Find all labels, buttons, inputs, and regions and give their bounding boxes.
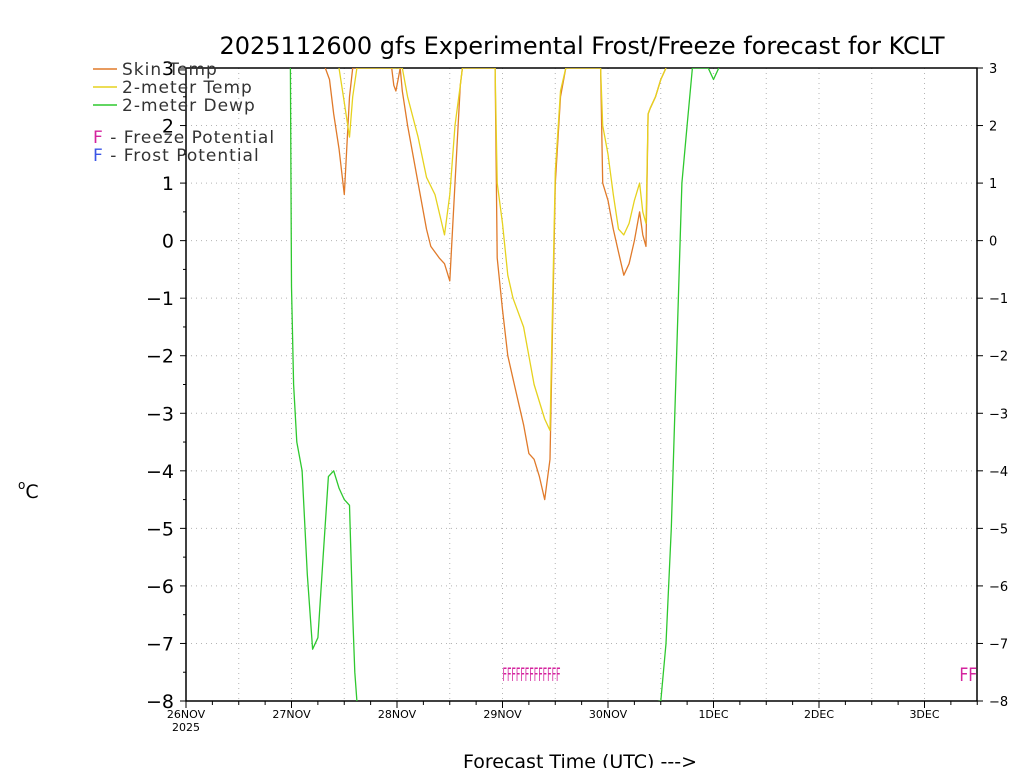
y-axis-label-unit: C bbox=[25, 481, 38, 503]
flag-legend-symbol: F bbox=[93, 128, 110, 148]
x-tick-label: 2DEC bbox=[804, 708, 834, 721]
y-tick-label-left: −3 bbox=[146, 403, 174, 425]
x-tick-label: 26NOV bbox=[167, 708, 206, 721]
y-tick-label-right: 3 bbox=[989, 62, 997, 77]
plot-frame bbox=[185, 67, 978, 702]
x-tick-label: 3DEC bbox=[909, 708, 939, 721]
y-tick-label-right: −1 bbox=[989, 292, 1008, 307]
flag-legend-entry: F - Freeze Potential bbox=[93, 128, 275, 148]
flag-marker: FFFFFFFFFFFFF bbox=[503, 664, 561, 686]
series-layer bbox=[289, 68, 720, 701]
y-tick-label-right: −4 bbox=[989, 465, 1008, 480]
y-tick-label-left: −7 bbox=[146, 633, 174, 655]
x-tick-label: 1DEC bbox=[698, 708, 728, 721]
y-axis-label-degree: o bbox=[18, 478, 25, 492]
legend-label: 2-meter Temp bbox=[122, 78, 253, 98]
x-tick-label: 29NOV bbox=[483, 708, 522, 721]
flag-marker: FF bbox=[959, 664, 977, 686]
y-tick-label-left: 3 bbox=[162, 58, 174, 80]
y-tick-label-left: −2 bbox=[146, 346, 174, 368]
x-tick-label: 30NOV bbox=[589, 708, 628, 721]
flags-layer: FFFFFFFFFFFFF FF bbox=[503, 664, 978, 686]
series-line-2-meter-dewp bbox=[289, 68, 720, 701]
x-tick-label: 27NOV bbox=[272, 708, 311, 721]
y-tick-label-right: −2 bbox=[989, 350, 1008, 365]
y-tick-label-left: 2 bbox=[162, 116, 174, 138]
y-tick-label-right: −5 bbox=[989, 522, 1008, 537]
y-tick-label-left: 0 bbox=[162, 231, 174, 253]
flag-legend-text: - Frost Potential bbox=[110, 146, 260, 166]
y-tick-label-right: −3 bbox=[989, 407, 1008, 422]
x-tick-sublabel: 2025 bbox=[172, 721, 200, 734]
y-tick-label-left: −6 bbox=[146, 576, 174, 598]
series-line-2-meter-temp bbox=[338, 68, 667, 432]
y-tick-label-left: 1 bbox=[162, 173, 174, 195]
y-tick-label-right: −6 bbox=[989, 580, 1008, 595]
chart-title: 2025112600 gfs Experimental Frost/Freeze… bbox=[219, 32, 944, 60]
y-tick-label-right: 1 bbox=[989, 177, 997, 192]
y-tick-label-left: −8 bbox=[146, 691, 174, 713]
y-tick-label-right: 0 bbox=[989, 235, 997, 250]
flag-legend-symbol: F bbox=[93, 146, 110, 166]
x-axis-label: Forecast Time (UTC) ---> bbox=[463, 751, 697, 768]
grid bbox=[186, 68, 977, 701]
y-axis-left: 3 2 1 0 −1 −2 −3 −4 −5 −6 −7 −8 bbox=[146, 58, 186, 713]
y-tick-label-right: −7 bbox=[989, 637, 1008, 652]
y-tick-label-left: −4 bbox=[146, 461, 174, 483]
legend-label: 2-meter Dewp bbox=[122, 96, 256, 116]
series-line-skin-temp bbox=[324, 68, 667, 501]
y-axis-right: 3 2 1 0 −1 −2 −3 −4 −5 −6 −7 −8 bbox=[977, 62, 1008, 710]
legend-label: Skin Temp bbox=[122, 60, 218, 80]
x-tick-label: 28NOV bbox=[378, 708, 417, 721]
y-tick-label-left: −5 bbox=[146, 518, 174, 540]
y-tick-label-right: 2 bbox=[989, 120, 997, 135]
flag-legend-text: - Freeze Potential bbox=[110, 128, 275, 148]
y-tick-label-left: −1 bbox=[146, 288, 174, 310]
y-axis-label: oC bbox=[18, 478, 39, 503]
y-tick-label-right: −8 bbox=[989, 695, 1008, 710]
flag-legend-entry: F - Frost Potential bbox=[93, 146, 260, 166]
